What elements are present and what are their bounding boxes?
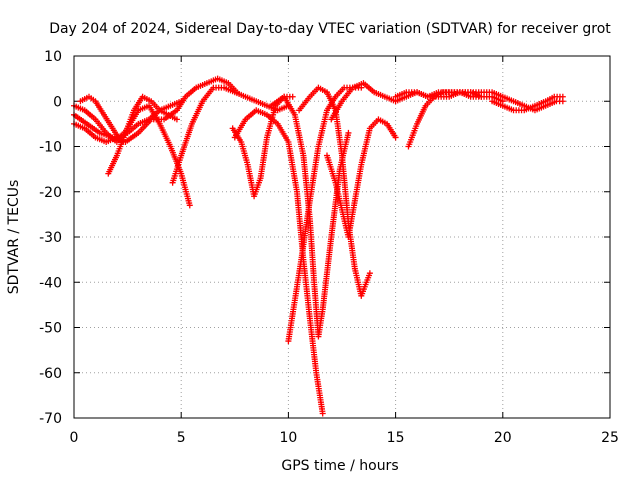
- series-arc-10: [285, 84, 365, 345]
- data-point: [392, 134, 399, 141]
- series-arc-16: [489, 93, 566, 114]
- y-tick-label: -60: [39, 366, 62, 382]
- x-axis-title: GPS time / hours: [281, 458, 398, 474]
- data-point: [319, 410, 326, 417]
- series-arc-5: [105, 93, 180, 177]
- x-tick-label: 10: [279, 430, 297, 446]
- y-tick-label: 0: [53, 94, 62, 110]
- x-tick-label: 15: [387, 430, 405, 446]
- data-point: [289, 93, 296, 100]
- x-tick-label: 20: [494, 430, 512, 446]
- y-tick-label: -30: [39, 230, 62, 246]
- y-tick-label: 10: [44, 49, 62, 65]
- y-tick-label: -70: [39, 411, 62, 427]
- data-point: [178, 98, 185, 105]
- data-point: [366, 270, 373, 277]
- ticks: 0 5 10 15 20 25 10 0 -10 -20 -30 -40 -50 -60 -70: [39, 49, 619, 446]
- y-axis-title: SDTVAR / TECUs: [6, 180, 22, 295]
- y-tick-label: -50: [39, 321, 62, 337]
- data-point: [345, 129, 352, 136]
- chart-title: Day 204 of 2024, Sidereal Day-to-day VTE…: [49, 21, 611, 37]
- y-tick-label: -40: [39, 275, 62, 291]
- data-point: [186, 202, 193, 209]
- x-tick-label: 25: [601, 430, 619, 446]
- series-arc-3: [71, 98, 185, 145]
- data-point: [559, 93, 566, 100]
- data-point: [173, 116, 180, 123]
- data-points: [71, 75, 566, 417]
- series-arc-14: [405, 89, 485, 150]
- series-arc-2: [71, 75, 240, 145]
- series-arc-12: [323, 116, 399, 240]
- series-arc-4: [77, 93, 125, 145]
- x-tick-label: 5: [177, 430, 186, 446]
- plot-frame: [73, 55, 611, 419]
- y-tick-label: -10: [39, 140, 62, 156]
- series-arc-6: [169, 84, 292, 186]
- x-tick-label: 0: [70, 430, 79, 446]
- y-tick-label: -20: [39, 185, 62, 201]
